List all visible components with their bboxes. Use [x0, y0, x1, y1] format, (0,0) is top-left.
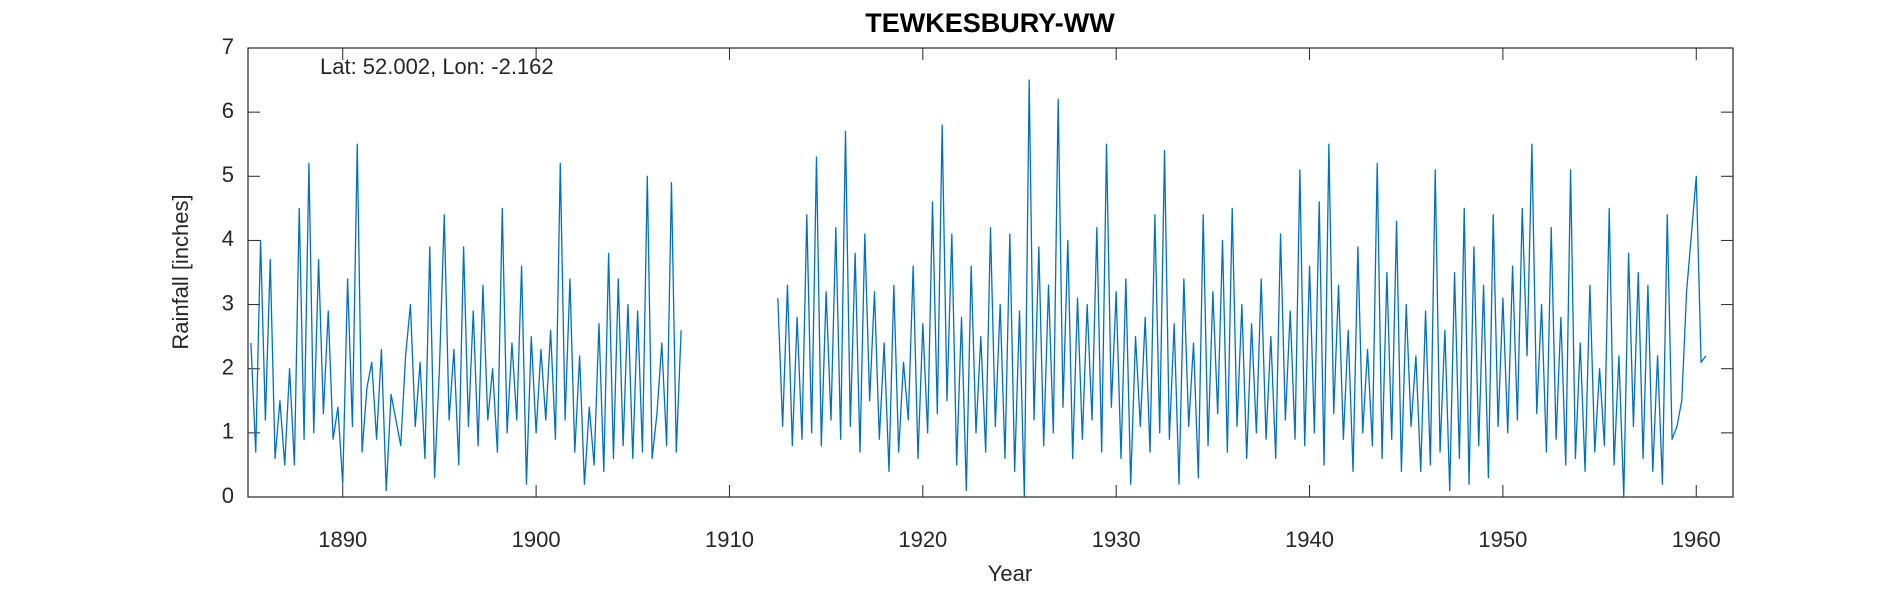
x-tick-label: 1890 — [318, 527, 367, 552]
x-tick-label: 1940 — [1285, 527, 1334, 552]
plot-frame — [247, 47, 1734, 498]
x-tick-label: 1900 — [512, 527, 561, 552]
y-tick-label: 6 — [222, 98, 234, 123]
line-series — [777, 79, 1707, 498]
x-tick-label: 1930 — [1092, 527, 1141, 552]
y-tick-label: 5 — [222, 162, 234, 187]
y-tick-label: 2 — [222, 355, 234, 380]
x-tick-label: 1960 — [1672, 527, 1721, 552]
y-tick-label: 3 — [222, 290, 234, 315]
x-tick-label: 1910 — [705, 527, 754, 552]
y-axis-label: Rainfall [inches] — [168, 194, 193, 349]
chart-title: TEWKESBURY-WW — [865, 8, 1115, 38]
x-tick-label: 1920 — [898, 527, 947, 552]
line-series — [250, 143, 682, 492]
y-tick-label: 4 — [222, 226, 234, 251]
y-tick-label: 1 — [222, 419, 234, 444]
x-tick-label: 1950 — [1478, 527, 1527, 552]
x-axis-label: Year — [988, 561, 1032, 586]
annotation: Lat: 52.002, Lon: -2.162 — [320, 54, 554, 79]
y-tick-label: 7 — [222, 34, 234, 59]
y-tick-label: 0 — [222, 483, 234, 508]
